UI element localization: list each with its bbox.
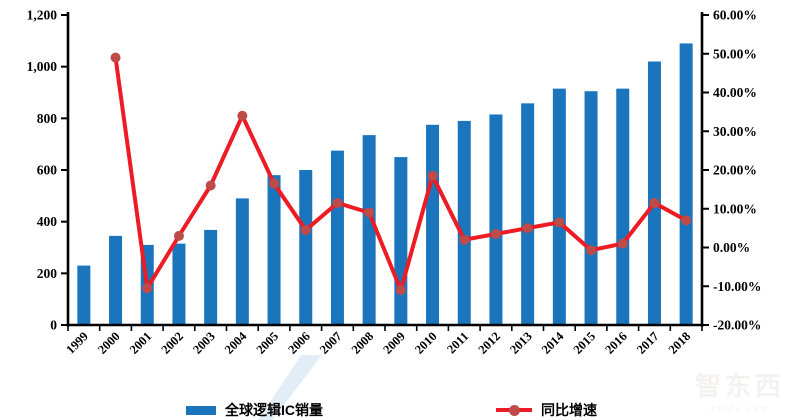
growth-point-2005 bbox=[269, 178, 280, 189]
growth-point-2000 bbox=[110, 52, 121, 63]
x-tick-label-2013: 2013 bbox=[507, 329, 535, 357]
legend-label-growth: 同比增速 bbox=[541, 402, 597, 418]
y-left-tick-label-0: 0 bbox=[50, 318, 57, 333]
x-tick-label-2012: 2012 bbox=[475, 329, 503, 357]
growth-point-2015 bbox=[586, 245, 597, 256]
x-tick-label-2018: 2018 bbox=[666, 329, 694, 357]
bar-2018 bbox=[679, 43, 693, 326]
x-tick-label-2008: 2008 bbox=[349, 329, 377, 357]
bar-2013 bbox=[521, 103, 535, 325]
bar-2011 bbox=[457, 120, 471, 326]
y-left-tick-label-1,000: 1,000 bbox=[27, 59, 58, 74]
growth-point-2003 bbox=[205, 180, 216, 191]
bar-1999 bbox=[77, 265, 91, 325]
legend-label-sales: 全球逻辑IC销量 bbox=[225, 402, 323, 418]
growth-point-2014 bbox=[554, 217, 565, 228]
x-tick-label-2007: 2007 bbox=[317, 329, 345, 357]
bar-2005 bbox=[267, 175, 281, 325]
bar-2016 bbox=[616, 88, 630, 325]
y-left-tick-label-600: 600 bbox=[37, 163, 58, 178]
y-left-tick-label-800: 800 bbox=[37, 111, 58, 126]
growth-point-2007 bbox=[332, 197, 343, 208]
y-left-tick-label-200: 200 bbox=[37, 266, 58, 281]
y-right-tick-label-20.00%: 20.00% bbox=[713, 163, 757, 178]
y-right-tick-label-50.00%: 50.00% bbox=[713, 46, 757, 61]
x-tick-label-2003: 2003 bbox=[190, 329, 218, 357]
x-tick-label-2001: 2001 bbox=[127, 329, 155, 357]
bar-series-swatch bbox=[186, 405, 216, 415]
y-right-tick-label-60.00%: 60.00% bbox=[713, 8, 757, 23]
x-tick-label-2011: 2011 bbox=[444, 329, 471, 356]
bar-2010 bbox=[426, 124, 440, 326]
legend-item-growth: 同比增速 bbox=[496, 400, 597, 420]
line-series-swatch bbox=[496, 404, 532, 416]
y-right-tick-label-10.00%: 10.00% bbox=[713, 201, 757, 216]
x-tick-label-2002: 2002 bbox=[158, 329, 186, 357]
x-tick-label-2005: 2005 bbox=[254, 329, 282, 357]
x-tick-label-2006: 2006 bbox=[285, 329, 313, 357]
bar-2012 bbox=[489, 114, 503, 325]
bar-2017 bbox=[647, 61, 661, 325]
line-marker-dot bbox=[509, 404, 520, 416]
y-right-tick-label-40.00%: 40.00% bbox=[713, 85, 757, 100]
y-left-tick-label-400: 400 bbox=[37, 214, 58, 229]
y-left-tick-label-1,200: 1,200 bbox=[27, 8, 58, 23]
x-tick-label-2015: 2015 bbox=[571, 329, 599, 357]
growth-point-2010 bbox=[427, 170, 438, 181]
growth-point-2002 bbox=[173, 230, 184, 241]
bar-2000 bbox=[109, 235, 123, 325]
x-tick-label-2014: 2014 bbox=[539, 329, 567, 357]
growth-point-2009 bbox=[395, 285, 406, 296]
y-right-tick-label--10.00%: -10.00% bbox=[713, 279, 761, 294]
growth-point-2004 bbox=[237, 110, 248, 121]
bar-2009 bbox=[394, 157, 408, 325]
bar-2014 bbox=[552, 88, 566, 325]
bar-2003 bbox=[204, 229, 218, 325]
growth-point-2013 bbox=[522, 223, 533, 234]
watermark-zhidx: 智东西 zhidx.com bbox=[684, 366, 796, 413]
watermark-domain: zhidx.com bbox=[710, 404, 770, 413]
x-tick-label-2000: 2000 bbox=[95, 329, 123, 357]
growth-point-2011 bbox=[459, 234, 470, 245]
bar-2006 bbox=[299, 170, 313, 325]
x-tick-label-1999: 1999 bbox=[63, 329, 91, 357]
watermark-brand: 智东西 bbox=[694, 371, 785, 401]
x-tick-label-2004: 2004 bbox=[222, 329, 250, 357]
growth-point-2016 bbox=[617, 238, 628, 249]
x-tick-label-2010: 2010 bbox=[412, 329, 440, 357]
y-right-tick-label-0.00%: 0.00% bbox=[713, 240, 750, 255]
y-right-tick-label--20.00%: -20.00% bbox=[713, 318, 761, 333]
bar-2015 bbox=[584, 91, 598, 325]
x-tick-label-2016: 2016 bbox=[602, 329, 630, 357]
bar-2002 bbox=[172, 243, 186, 325]
growth-point-2006 bbox=[300, 225, 311, 236]
bar-2008 bbox=[362, 135, 376, 325]
bar-2007 bbox=[330, 150, 344, 325]
bar-2004 bbox=[235, 198, 249, 325]
growth-point-2008 bbox=[364, 207, 375, 218]
growth-point-2017 bbox=[649, 197, 660, 208]
legend-item-sales: 全球逻辑IC销量 bbox=[186, 400, 323, 420]
growth-point-2018 bbox=[681, 215, 692, 226]
y-right-tick-label-30.00%: 30.00% bbox=[713, 124, 757, 139]
growth-point-2001 bbox=[142, 283, 153, 294]
x-tick-label-2009: 2009 bbox=[380, 329, 408, 357]
x-tick-label-2017: 2017 bbox=[634, 329, 662, 357]
growth-point-2012 bbox=[490, 228, 501, 239]
